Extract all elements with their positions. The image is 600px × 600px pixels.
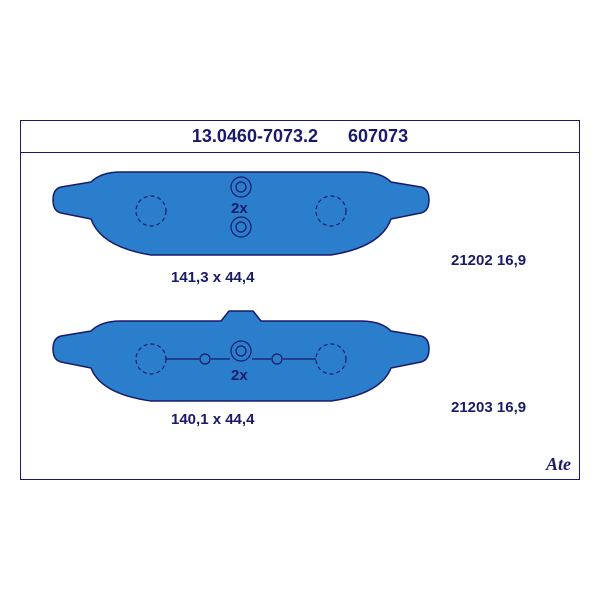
ref-2: 21203 16,9 — [451, 399, 526, 416]
part-code: 607073 — [348, 126, 408, 147]
ref-code-2: 21203 — [451, 399, 493, 416]
ref-1: 21202 16,9 — [451, 252, 526, 269]
brake-pad-2 — [51, 309, 431, 409]
dimensions-2: 140,1 x 44,4 — [171, 411, 254, 428]
pad-row-1: 2x 141,3 x 44,4 21202 16,9 — [21, 167, 579, 307]
pad-row-2: 2x 140,1 x 44,4 21203 16,9 — [21, 309, 579, 449]
dimensions-1: 141,3 x 44,4 — [171, 269, 254, 286]
thickness-2: 16,9 — [497, 399, 526, 416]
part-number: 13.0460-7073.2 — [192, 126, 318, 147]
header-bar: 13.0460-7073.2 607073 — [21, 121, 579, 153]
ref-code-1: 21202 — [451, 252, 493, 269]
brand-logo: Ate — [546, 454, 571, 475]
qty-label-2: 2x — [231, 367, 248, 384]
diagram-frame: 13.0460-7073.2 607073 2x 141,3 x 44,4 21… — [20, 120, 580, 480]
brake-pad-1 — [51, 167, 431, 267]
qty-label-1: 2x — [231, 200, 248, 217]
thickness-1: 16,9 — [497, 252, 526, 269]
